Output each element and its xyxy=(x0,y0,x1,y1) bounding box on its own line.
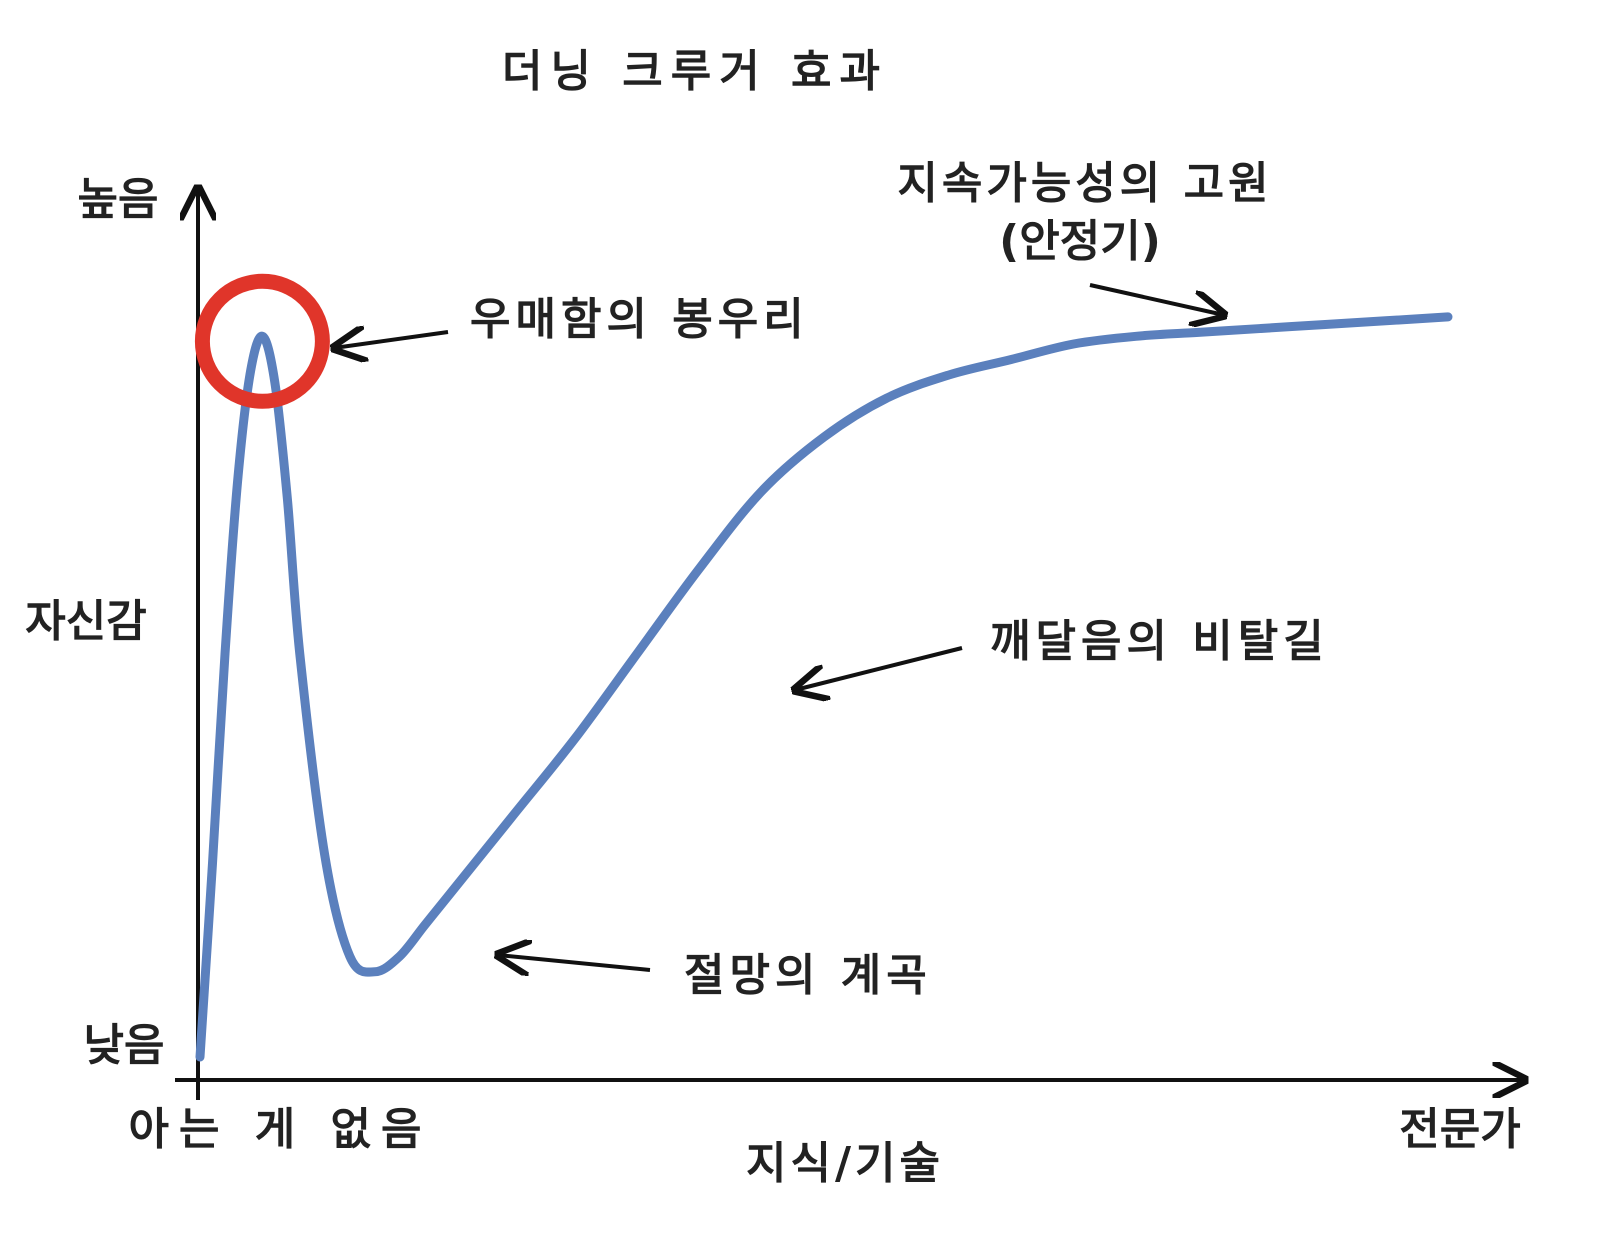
x-tick-high: 전문가 xyxy=(1399,1104,1520,1155)
annotation-arrow-slope xyxy=(795,646,963,690)
annotation-valley: 절망의 계곡 xyxy=(684,950,932,1001)
annotation-arrow-peak xyxy=(334,332,449,348)
annotation-arrow-plateau xyxy=(1089,283,1224,315)
annotation-plateau-sub: (안정기) xyxy=(999,216,1161,267)
x-tick-low: 아는 게 없음 xyxy=(128,1104,431,1155)
x-axis-label: 지식/기술 xyxy=(746,1138,944,1189)
annotation-arrow-valley xyxy=(498,955,651,970)
peak-highlight-circle xyxy=(194,273,330,409)
annotation-peak: 우매함의 봉우리 xyxy=(470,294,809,345)
confidence-curve xyxy=(195,312,1453,1062)
y-tick-high: 높음 xyxy=(78,174,159,225)
y-tick-low: 낮음 xyxy=(84,1020,165,1071)
annotation-slope: 깨달음의 비탈길 xyxy=(990,616,1329,667)
chart-title: 더닝 크루거 효과 xyxy=(502,46,888,97)
annotation-plateau: 지속가능성의 고원 xyxy=(897,158,1272,209)
y-axis-label: 자신감 xyxy=(25,596,146,647)
